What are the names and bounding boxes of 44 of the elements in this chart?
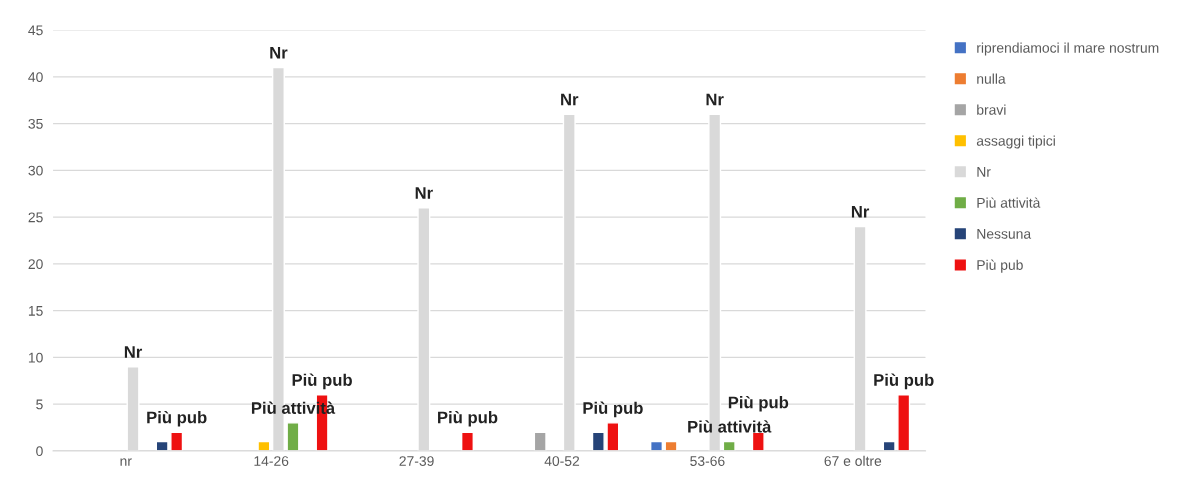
- bar: [664, 440, 678, 451]
- annotation: Più pub: [583, 401, 643, 418]
- x-tick-label: 27-39: [399, 456, 434, 466]
- y-tick-label: 5: [36, 399, 43, 410]
- bar: [257, 440, 271, 451]
- x-tick-label: 53-66: [690, 456, 725, 466]
- legend-label: assaggi tipici: [976, 135, 1055, 149]
- legend-label: riprendiamoci il mare nostrum: [977, 42, 1159, 56]
- annotation: Nr: [124, 346, 143, 358]
- x-tick-label: 14-26: [254, 456, 289, 466]
- x-tick-label: 40-52: [544, 456, 580, 466]
- y-tick-label: 10: [28, 352, 43, 363]
- legend-label: Più attività: [977, 197, 1041, 208]
- bar: [722, 440, 736, 451]
- y-tick-label: 0: [36, 446, 43, 457]
- bar: [533, 431, 547, 451]
- y-tick-label: 35: [28, 118, 43, 129]
- annotation: Più pub: [147, 410, 207, 427]
- annotation: Nr: [706, 93, 724, 106]
- annotation: Nr: [415, 187, 433, 199]
- x-tick-label: nr: [120, 458, 132, 466]
- y-tick-label: 25: [28, 212, 43, 223]
- bar: [751, 431, 765, 451]
- bar: [649, 440, 664, 451]
- legend-label: Più pub: [977, 259, 1023, 273]
- legend-label: Nr: [977, 167, 991, 177]
- annotation: Più pub: [874, 373, 934, 390]
- y-tick-label: 15: [28, 306, 43, 316]
- y-tick-label: 40: [28, 72, 43, 82]
- annotation: Nr: [270, 46, 288, 59]
- y-tick-label: 20: [28, 259, 43, 270]
- legend-label: bravi: [977, 104, 1006, 115]
- y-tick-label: 45: [28, 25, 43, 36]
- annotation: Nr: [561, 93, 579, 106]
- annotation: Nr: [851, 205, 870, 218]
- x-tick-label: 67 e oltre: [824, 455, 882, 466]
- annotation: Più attività: [688, 420, 772, 433]
- legend-label: Nessuna: [977, 229, 1032, 239]
- annotation: Più pub: [728, 395, 789, 412]
- bar: [460, 431, 474, 451]
- annotation: Più pub: [292, 373, 352, 390]
- legend-label: nulla: [977, 73, 1006, 84]
- annotation: Più pub: [438, 410, 498, 427]
- y-tick-label: 30: [28, 165, 43, 176]
